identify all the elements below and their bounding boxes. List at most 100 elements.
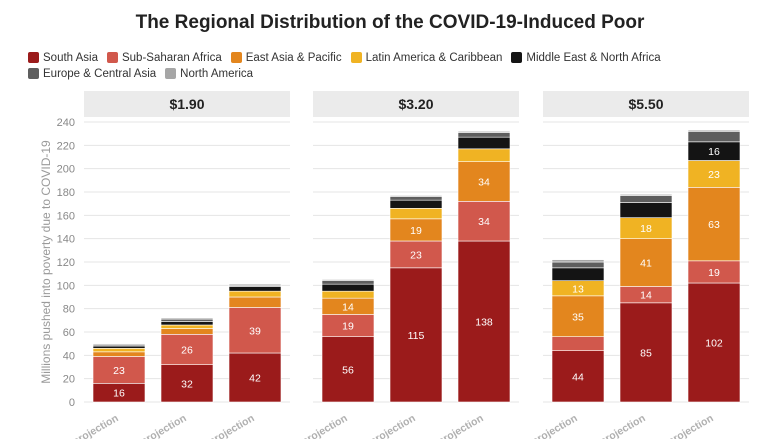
bar-segment [92, 345, 146, 349]
legend-label: Europe & Central Asia [43, 67, 157, 80]
bar-segment [457, 131, 511, 133]
bar-segment [160, 328, 214, 335]
legend-swatch-east-asia-pacific [230, 52, 242, 63]
y-tick-label: 40 [63, 350, 75, 362]
bar-segment [389, 196, 443, 201]
data-label: 44 [572, 371, 584, 383]
data-label: 34 [478, 216, 490, 228]
bar-segment [389, 199, 443, 209]
y-tick-label: 120 [57, 257, 75, 269]
facet-header [543, 91, 749, 117]
data-label: 63 [708, 219, 720, 231]
legend-item-north-america: North America [165, 68, 253, 80]
bar-segment [551, 259, 605, 263]
y-tick-label: 80 [63, 304, 75, 316]
legend-label: Middle East & North Africa [526, 51, 661, 64]
data-label: 85 [640, 347, 652, 359]
bar-segment [389, 240, 443, 269]
legend-label: North America [180, 67, 254, 80]
data-label: 102 [705, 338, 723, 350]
x-category-label: ril projection [518, 412, 579, 439]
data-label: 23 [410, 249, 422, 261]
bar-segment [92, 356, 146, 384]
y-tick-label: 0 [69, 397, 75, 409]
data-label: 34 [478, 177, 490, 189]
legend-swatch-south-asia [28, 52, 39, 63]
y-tick-label: 200 [57, 164, 75, 176]
bar-segment [321, 336, 375, 403]
legend-row-1: South Asia Sub-Saharan Africa East Asia … [28, 50, 768, 65]
bar-segment [92, 351, 146, 357]
bar-segment [228, 307, 282, 354]
bar-segment [619, 195, 673, 203]
y-axis-title: Millions pushed into poverty due to COVI… [39, 140, 53, 384]
bar-segment [551, 267, 605, 281]
y-tick-label: 140 [57, 234, 75, 246]
data-label: 19 [342, 321, 354, 333]
data-label: 23 [113, 365, 125, 377]
legend: South Asia Sub-Saharan Africa East Asia … [28, 50, 768, 82]
legend-label: Latin America & Caribbean [365, 51, 503, 64]
bar-segment [619, 202, 673, 218]
data-label: 39 [249, 325, 261, 337]
bar-segment [160, 321, 214, 326]
bar-segment [160, 324, 214, 329]
legend-item-europe-central-asia: Europe & Central Asia [28, 68, 156, 80]
bar-segment [228, 283, 282, 286]
x-category-label: ril projection [288, 412, 349, 439]
bar-segment [551, 295, 605, 337]
bar-segment [228, 286, 282, 292]
legend-swatch-latin-america-caribbean [350, 52, 362, 63]
x-category-label: line projection [579, 412, 647, 439]
bar-segment [228, 290, 282, 298]
y-tick-label: 220 [57, 140, 75, 152]
bar-segment [321, 280, 375, 285]
data-label: 115 [408, 330, 425, 342]
bar-segment [457, 132, 511, 138]
bar-segment [92, 348, 146, 353]
bar-segment [389, 195, 443, 197]
x-category-label: ide projection [650, 412, 716, 439]
legend-item-latin-america-caribbean: Latin America & Caribbean [350, 51, 503, 64]
y-tick-label: 160 [57, 210, 75, 222]
facet-title: $3.20 [398, 96, 433, 112]
legend-item-sub-saharan-africa: Sub-Saharan Africa [106, 51, 222, 64]
y-tick-label: 100 [57, 280, 75, 292]
x-category-label: line projection [120, 412, 188, 439]
legend-swatch-north-america [165, 68, 177, 79]
x-category-label: ril projection [59, 412, 120, 439]
legend-swatch-europe-central-asia [28, 68, 39, 79]
data-label: 56 [342, 364, 354, 376]
legend-item-east-asia-pacific: East Asia & Pacific [230, 51, 342, 64]
bar-segment [160, 317, 214, 320]
facet-title: $1.90 [169, 96, 204, 112]
y-tick-label: 60 [63, 327, 75, 339]
legend-label: South Asia [43, 51, 98, 64]
data-label: 42 [249, 373, 261, 385]
bar-segment [619, 194, 673, 196]
legend-swatch-sub-saharan-africa [106, 52, 118, 63]
bar-segment [457, 148, 511, 162]
bar-segment [687, 131, 741, 143]
bar-segment [551, 350, 605, 403]
bar-segment [321, 279, 375, 281]
data-label: 16 [708, 146, 720, 158]
bar-segment [92, 343, 146, 346]
data-label: 14 [640, 290, 652, 302]
bar-segment [228, 352, 282, 403]
legend-label: East Asia & Pacific [245, 51, 342, 64]
bar-segment [457, 161, 511, 202]
bar-segment [457, 201, 511, 242]
bar-segment [457, 240, 511, 403]
facet-title: $5.50 [628, 96, 663, 112]
data-label: 138 [475, 317, 493, 329]
bar-segment [160, 364, 214, 403]
data-label: 19 [410, 225, 422, 237]
legend-label: Sub-Saharan Africa [121, 51, 222, 64]
x-category-label: line projection [349, 412, 417, 439]
legend-item-south-asia: South Asia [28, 52, 98, 64]
data-label: 32 [181, 378, 193, 390]
facet-header [84, 91, 290, 117]
y-tick-label: 20 [63, 374, 75, 386]
